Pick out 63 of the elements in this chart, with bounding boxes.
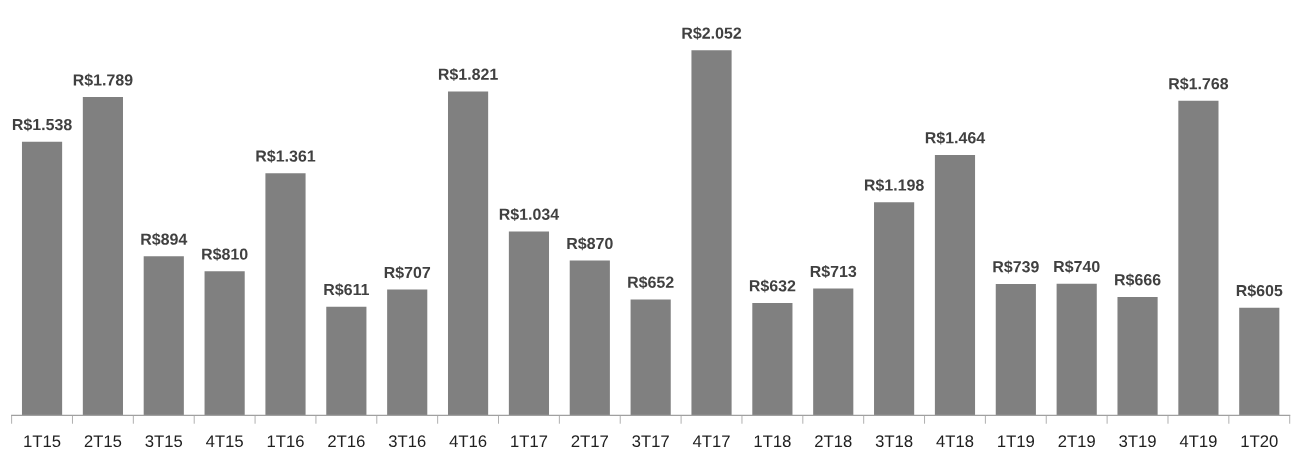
- bar: [752, 302, 793, 416]
- bar: [1178, 100, 1219, 416]
- x-tick-label: 1T17: [511, 435, 548, 447]
- bar: [995, 283, 1036, 416]
- bar: [204, 271, 245, 416]
- data-label: R$1.464: [925, 131, 986, 145]
- bar: [21, 141, 63, 416]
- x-tick-label: 4T15: [206, 435, 243, 448]
- bar: [630, 299, 671, 416]
- bar: [874, 202, 915, 416]
- data-label: R$1.361: [256, 149, 316, 163]
- x-tick-label: 3T15: [145, 435, 183, 448]
- bar: [448, 91, 489, 416]
- data-label: R$632: [749, 279, 796, 293]
- data-label: R$666: [1115, 273, 1161, 287]
- data-label: R$605: [1236, 284, 1283, 298]
- bar: [387, 289, 428, 416]
- bar: [265, 173, 306, 416]
- data-label: R$810: [202, 247, 248, 261]
- x-tick-label: 1T20: [1241, 435, 1278, 448]
- data-label: R$707: [384, 266, 431, 280]
- bar: [569, 260, 610, 416]
- data-label: R$1.034: [499, 207, 560, 221]
- data-label: R$611: [324, 283, 370, 297]
- bar: [691, 50, 732, 416]
- x-tick-label: 1T16: [267, 435, 304, 448]
- data-label: R$894: [141, 232, 188, 246]
- data-label: R$1.538: [12, 118, 72, 132]
- bar: [1117, 296, 1158, 416]
- bar: [813, 288, 854, 416]
- data-label: R$652: [628, 275, 674, 289]
- bar: [143, 256, 184, 416]
- x-tick-label: 2T15: [84, 435, 122, 448]
- x-tick-label: 4T17: [692, 435, 730, 447]
- x-tick-label: 2T16: [328, 435, 365, 448]
- bar: [326, 306, 367, 416]
- data-label: R$870: [567, 237, 613, 251]
- x-tick-label: 1T15: [24, 435, 61, 448]
- bar: [934, 154, 976, 416]
- data-label: R$739: [993, 260, 1039, 274]
- bar: [1239, 307, 1280, 416]
- x-tick-label: 4T18: [936, 435, 974, 448]
- x-tick-label: 2T18: [815, 435, 852, 448]
- data-label: R$740: [1054, 260, 1100, 274]
- x-tick-label: 4T16: [449, 435, 487, 448]
- x-tick-label: 4T19: [1179, 435, 1217, 448]
- x-tick-label: 1T19: [998, 435, 1035, 448]
- data-label: R$1.198: [864, 178, 924, 192]
- x-tick-label: 3T18: [875, 435, 913, 448]
- x-tick-label: 3T17: [632, 435, 669, 448]
- data-label: R$1.789: [73, 73, 133, 87]
- data-label: R$1.821: [438, 67, 498, 81]
- data-label: R$713: [810, 265, 857, 279]
- data-label: R$1.768: [1169, 77, 1229, 91]
- x-tick-label: 2T17: [571, 435, 608, 447]
- x-tick-label: 1T18: [754, 435, 791, 448]
- bar: [82, 97, 123, 416]
- data-label: R$2.052: [682, 26, 742, 40]
- x-tick-label: 2T19: [1058, 435, 1095, 448]
- x-tick-label: 3T19: [1119, 435, 1156, 448]
- bar: [1056, 283, 1097, 416]
- bar: [508, 231, 550, 416]
- x-tick-label: 3T16: [388, 435, 426, 448]
